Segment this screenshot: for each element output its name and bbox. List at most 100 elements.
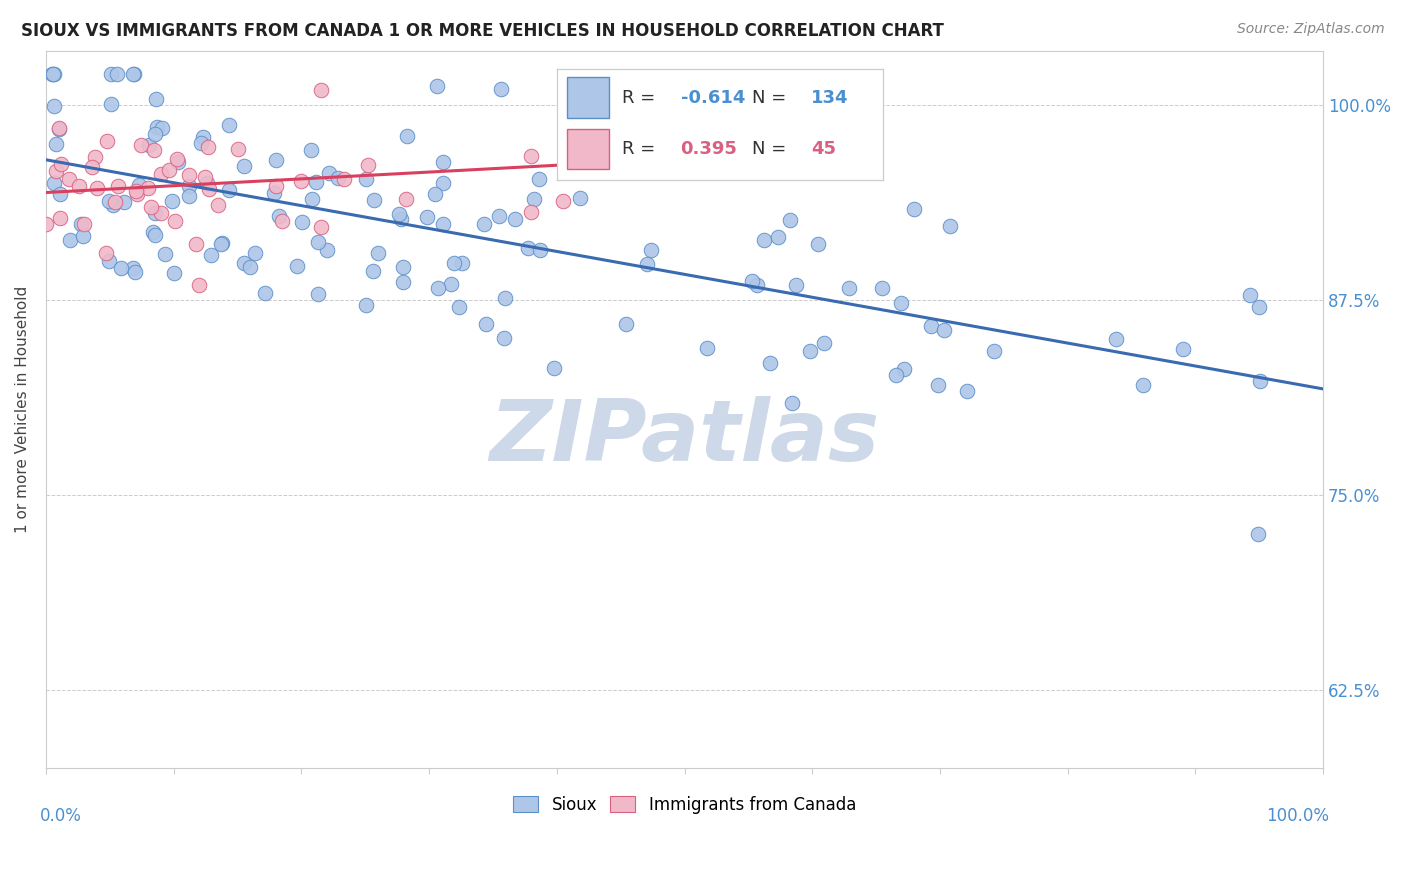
- Point: [218, 118, 240, 132]
- Point: [190, 136, 212, 150]
- Point: [517, 241, 540, 255]
- Point: [218, 183, 240, 197]
- Point: [782, 396, 804, 410]
- Point: [1132, 378, 1154, 392]
- Point: [167, 154, 190, 169]
- Point: [124, 265, 146, 279]
- Point: [51, 157, 73, 171]
- Point: [179, 168, 201, 182]
- Point: [543, 360, 565, 375]
- Point: [83, 151, 105, 165]
- Point: [270, 214, 292, 228]
- Point: [354, 298, 377, 312]
- Point: [96, 246, 118, 260]
- Point: [387, 206, 409, 220]
- Point: [143, 227, 166, 242]
- Point: [768, 229, 790, 244]
- Point: [696, 341, 718, 355]
- Point: [80, 160, 103, 174]
- Point: [107, 178, 129, 193]
- Point: [759, 356, 782, 370]
- Point: [551, 194, 574, 208]
- Point: [519, 149, 541, 163]
- Point: [813, 336, 835, 351]
- Point: [741, 274, 763, 288]
- Point: [243, 245, 266, 260]
- Point: [166, 152, 188, 166]
- Point: [48, 120, 70, 135]
- Point: [226, 142, 249, 156]
- Point: [316, 243, 339, 257]
- Point: [239, 260, 262, 274]
- Point: [149, 206, 172, 220]
- Point: [305, 175, 328, 189]
- Point: [157, 163, 180, 178]
- Point: [194, 170, 217, 185]
- Text: 100.0%: 100.0%: [1267, 807, 1330, 825]
- Point: [529, 243, 551, 257]
- Point: [903, 202, 925, 217]
- Point: [269, 210, 291, 224]
- Point: [254, 285, 277, 300]
- Point: [42, 67, 65, 81]
- Point: [432, 176, 454, 190]
- Point: [42, 99, 65, 113]
- Point: [141, 226, 163, 240]
- Text: ZIPatlas: ZIPatlas: [489, 396, 880, 479]
- Point: [127, 187, 149, 202]
- Point: [443, 255, 465, 269]
- Text: Source: ZipAtlas.com: Source: ZipAtlas.com: [1237, 22, 1385, 37]
- Point: [1104, 332, 1126, 346]
- Point: [41, 67, 63, 81]
- Point: [1247, 527, 1270, 541]
- Point: [285, 259, 308, 273]
- Point: [955, 384, 977, 399]
- Point: [188, 278, 211, 293]
- Point: [354, 171, 377, 186]
- Point: [475, 317, 498, 331]
- Point: [153, 246, 176, 260]
- Point: [326, 170, 349, 185]
- Point: [101, 197, 124, 211]
- Point: [98, 194, 121, 208]
- Point: [447, 300, 470, 314]
- Point: [110, 261, 132, 276]
- Point: [104, 194, 127, 209]
- Point: [807, 237, 830, 252]
- Point: [138, 138, 160, 153]
- Point: [644, 164, 666, 178]
- Point: [311, 220, 333, 235]
- Point: [86, 180, 108, 194]
- Point: [142, 143, 165, 157]
- Point: [754, 233, 776, 247]
- Point: [100, 67, 122, 81]
- Point: [291, 215, 314, 229]
- Point: [307, 235, 329, 249]
- Point: [48, 122, 70, 136]
- Point: [520, 204, 543, 219]
- Point: [179, 179, 201, 194]
- Point: [785, 278, 807, 293]
- Point: [1173, 342, 1195, 356]
- Point: [100, 97, 122, 112]
- Point: [73, 218, 96, 232]
- Point: [423, 187, 446, 202]
- Point: [121, 260, 143, 275]
- Point: [838, 281, 860, 295]
- Point: [136, 181, 159, 195]
- Point: [198, 182, 221, 196]
- Point: [162, 266, 184, 280]
- Point: [177, 189, 200, 203]
- Point: [58, 172, 80, 186]
- Point: [1239, 288, 1261, 302]
- Point: [367, 246, 389, 260]
- Point: [318, 166, 340, 180]
- Point: [432, 155, 454, 169]
- Point: [45, 137, 67, 152]
- Point: [301, 192, 323, 206]
- Point: [636, 257, 658, 271]
- Point: [1249, 374, 1271, 388]
- Point: [112, 194, 135, 209]
- Point: [640, 244, 662, 258]
- Y-axis label: 1 or more Vehicles in Household: 1 or more Vehicles in Household: [15, 285, 30, 533]
